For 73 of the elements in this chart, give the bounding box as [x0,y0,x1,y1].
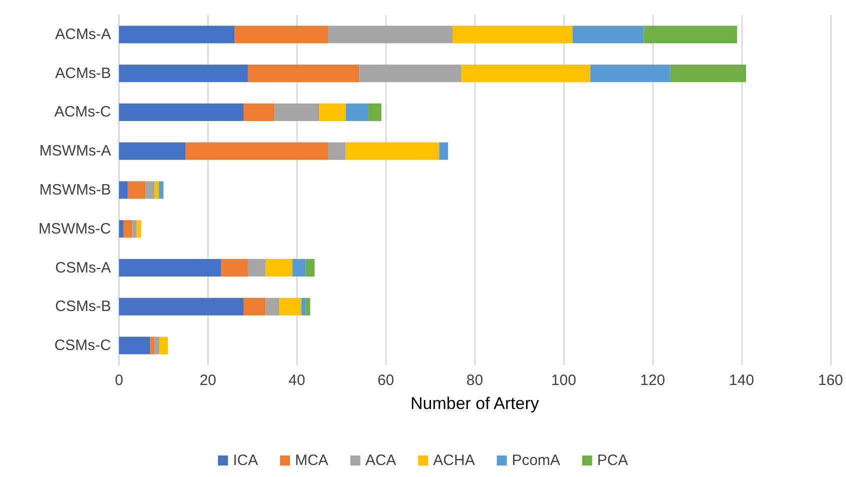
y-tick-label: MSWMs-C [38,220,112,238]
bar [328,142,346,160]
bar [244,103,275,121]
y-tick-label: CSMs-C [54,337,112,354]
bar [234,26,328,44]
bar [159,181,164,199]
bar [119,103,244,121]
bar [359,64,462,82]
bar [248,259,266,277]
bar [244,298,266,316]
bar [119,259,222,277]
bar [154,336,160,354]
bar [132,220,137,238]
bar [439,142,448,160]
bar [119,64,248,82]
bar [248,64,360,82]
bar [346,103,368,121]
y-tick-label: MSWMs-A [39,142,111,160]
bar [119,220,124,238]
bar [186,142,328,160]
x-tick-label: 80 [466,372,484,389]
bar [119,336,150,354]
x-tick-label: 0 [114,372,124,389]
bar [266,259,292,277]
bar [319,103,346,121]
bar [301,298,306,316]
bar [266,298,280,316]
y-tick-label: ACMs-A [55,26,111,43]
bar [306,298,310,316]
x-tick-label: 160 [818,372,843,389]
legend-label: PcomA [512,452,560,469]
legend-label: PCA [597,452,628,469]
bar [279,298,302,316]
y-tick-label: ACMs-B [55,64,111,82]
x-tick-label: 140 [729,372,754,389]
bar [119,142,186,160]
legend-label: ACHA [433,452,475,469]
bar [119,298,244,316]
bar [452,26,573,44]
x-tick-label: 60 [377,372,394,389]
legend-label: MCA [294,452,328,469]
y-tick-label: CSMs-A [55,259,111,276]
x-tick-label: 40 [288,372,306,389]
bar [572,26,644,44]
bar [119,181,128,199]
bar [670,64,746,82]
y-tick-label: MSWMs-B [39,182,111,198]
x-tick-label: 100 [551,372,576,389]
bar [123,220,132,238]
x-tick-label: 20 [200,372,216,389]
bar [274,103,320,121]
x-axis-title: Number of Artery [410,394,540,413]
bar [146,181,155,199]
bar [346,142,440,160]
x-tick-label: 120 [640,372,666,389]
legend-label: ICA [232,452,258,469]
bar [221,259,248,277]
bar [119,26,235,44]
bar [461,64,590,82]
legend-label: ACA [365,452,396,469]
bar [159,336,168,354]
bar [368,103,382,121]
bar [306,259,315,277]
y-tick-label: CSMs-B [55,298,111,316]
bar [128,181,146,199]
bar [154,181,160,199]
bar [328,26,453,44]
bar [644,26,738,44]
bar [590,64,670,82]
y-tick-label: ACMs-C [54,104,112,121]
bar [136,220,142,238]
bar [292,259,306,277]
bar [150,336,155,354]
